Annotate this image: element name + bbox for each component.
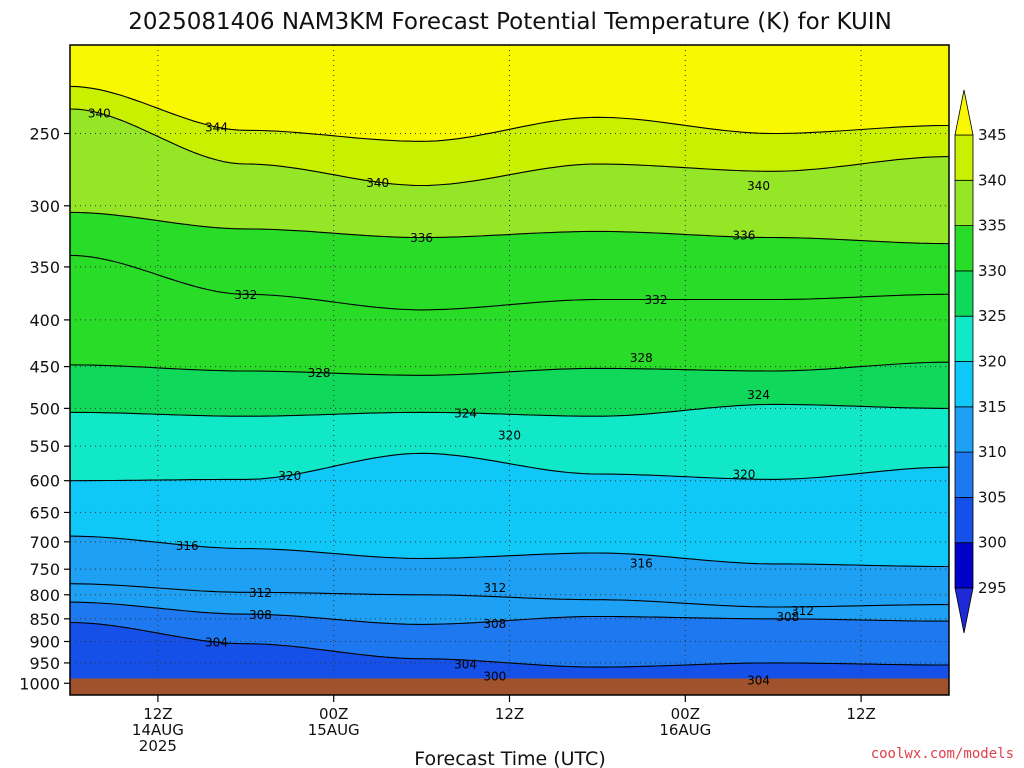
ground-surface	[70, 678, 949, 695]
isentrope-304	[70, 621, 949, 668]
x-tick-label: 00Z	[671, 705, 700, 723]
colorbar-label: 340	[978, 171, 1007, 189]
isentrope-320	[70, 452, 949, 482]
y-tick-label: 450	[29, 358, 60, 377]
colorbar-label: 320	[978, 353, 1007, 371]
y-tick-label: 1000	[19, 674, 60, 693]
contour-label: 332	[645, 293, 668, 307]
contour-label: 312	[791, 604, 814, 618]
x-tick-label: 00Z	[319, 705, 348, 723]
colorbar-label: 315	[978, 398, 1007, 416]
colorbar-extend-top	[954, 89, 974, 136]
chart-title: 2025081406 NAM3KM Forecast Potential Tem…	[128, 9, 892, 35]
colorbar-extend-bottom	[954, 587, 974, 634]
colorbar-label: 300	[978, 534, 1007, 552]
contour-label: 328	[308, 366, 331, 380]
contour-label: 340	[366, 176, 389, 190]
colorbar-box	[954, 270, 974, 317]
contour-label: 324	[747, 388, 770, 402]
contour-label: 340	[88, 107, 111, 121]
x-axis-label: Forecast Time (UTC)	[414, 748, 605, 768]
colorbar-label: 335	[978, 217, 1007, 235]
contour-label: 316	[176, 539, 199, 553]
colorbar-label: 325	[978, 307, 1007, 325]
isentrope-344	[70, 85, 949, 142]
y-tick-label: 650	[29, 503, 60, 522]
contour-label: 344	[205, 121, 228, 135]
contour-label: 340	[747, 179, 770, 193]
credit-text: coolwx.com/models	[871, 746, 1014, 762]
contour-label: 308	[483, 617, 506, 631]
colorbar-box	[954, 542, 974, 589]
y-tick-label: 600	[29, 472, 60, 491]
isentrope-312	[70, 583, 949, 608]
colorbar-box	[954, 496, 974, 544]
colorbar-box	[954, 315, 974, 362]
isentrope-340	[70, 108, 949, 187]
colorbar-label: 310	[978, 443, 1007, 461]
contour-label: 300	[483, 670, 506, 684]
colorbar-box	[954, 451, 974, 498]
y-tick-label: 850	[29, 610, 60, 629]
contour-label: 308	[776, 610, 799, 624]
colorbar-label: 345	[978, 126, 1007, 144]
isentrope-contours	[70, 85, 949, 668]
y-tick-label: 300	[29, 197, 60, 216]
isentrope-336	[70, 211, 949, 245]
x-tick-label: 12Z	[495, 705, 524, 723]
contour-label: 304	[454, 658, 477, 672]
contour-label: 336	[732, 229, 755, 243]
y-tick-label: 900	[29, 632, 60, 651]
contour-label: 308	[249, 608, 272, 622]
contour-label: 336	[410, 231, 433, 245]
contour-label: 320	[732, 468, 755, 482]
contour-label: 316	[630, 556, 653, 570]
colorbar-box	[954, 134, 974, 181]
y-tick-label: 550	[29, 437, 60, 456]
colorbar: 295 300 305 310 315 320 325 330 335 340 345	[954, 89, 1007, 634]
colorbar-label: 330	[978, 262, 1007, 280]
isentrope-324	[70, 403, 949, 417]
y-tick-label: 700	[29, 533, 60, 552]
contour-label: 320	[498, 429, 521, 443]
x-tick-label: 14AUG	[132, 721, 184, 739]
isentrope-328	[70, 361, 949, 376]
isentrope-332	[70, 254, 949, 311]
colorbar-label: 305	[978, 488, 1007, 506]
colorbar-box	[954, 361, 974, 408]
contour-label: 304	[747, 674, 770, 688]
contour-label: 332	[234, 288, 257, 302]
y-tick-label: 950	[29, 654, 60, 673]
contour-label: 304	[205, 636, 228, 650]
colorbar-box	[954, 225, 974, 272]
y-tick-label: 500	[29, 399, 60, 418]
x-tick-label: 12Z	[846, 705, 875, 723]
y-tick-label: 350	[29, 258, 60, 277]
y-tick-label: 750	[29, 560, 60, 579]
x-tick-label: 15AUG	[308, 721, 360, 739]
colorbar-label: 295	[978, 579, 1007, 597]
contour-label: 320	[278, 469, 301, 483]
colorbar-box	[954, 179, 974, 227]
y-tick-label: 400	[29, 311, 60, 330]
colorbar-box	[954, 406, 974, 453]
y-tick-label: 800	[29, 586, 60, 605]
x-tick-label: 16AUG	[659, 721, 711, 739]
contour-label: 324	[454, 406, 477, 420]
x-tick-label: 2025	[139, 737, 177, 755]
contour-label: 328	[630, 351, 653, 365]
contour-label: 312	[483, 581, 506, 595]
contour-label: 312	[249, 586, 272, 600]
x-tick-label: 12Z	[143, 705, 172, 723]
y-axis: 250 300 350 400 450 500 550 600 650 700 750 800 850 9…	[19, 124, 70, 693]
y-tick-label: 250	[29, 124, 60, 143]
isentrope-308	[70, 601, 949, 625]
isentrope-316	[70, 535, 949, 568]
